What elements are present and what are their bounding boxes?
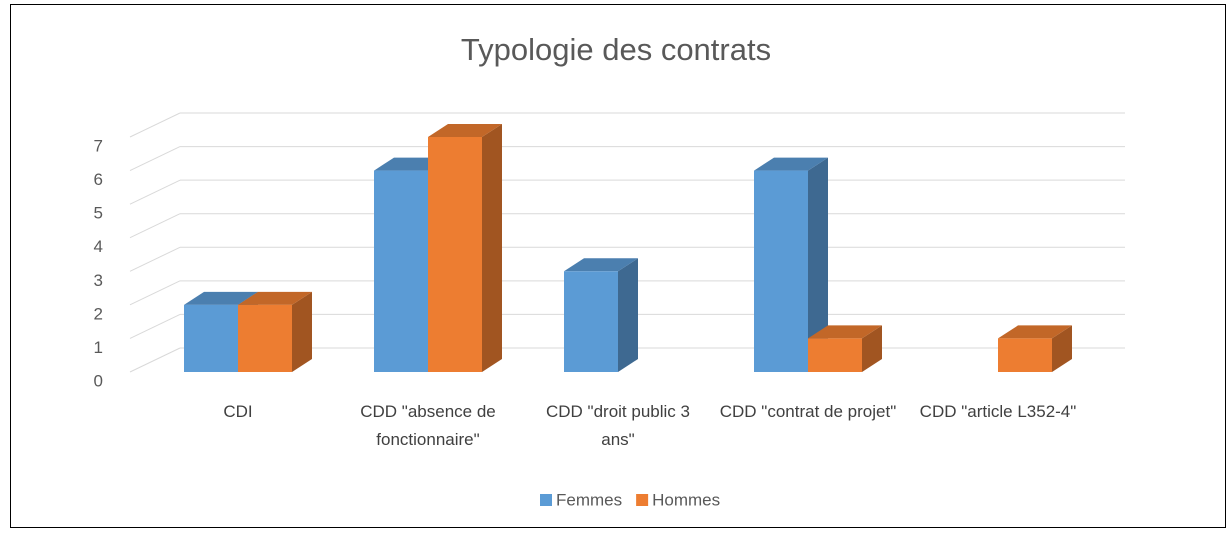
- chart-frame: [10, 4, 1226, 528]
- grid-line: [129, 213, 181, 239]
- grid-line: [129, 146, 181, 172]
- x-tick-label: CDD "contrat de projet": [719, 402, 897, 421]
- bar-side: [1052, 325, 1072, 372]
- bar-side: [862, 325, 882, 372]
- bar-front: [184, 304, 238, 372]
- bar-front: [998, 338, 1052, 372]
- grid-line: [129, 179, 181, 205]
- legend-label: Hommes: [652, 490, 720, 509]
- grid-line: [129, 313, 181, 339]
- bar: [754, 157, 828, 372]
- bar-front: [374, 170, 428, 372]
- legend-swatch: [636, 494, 649, 506]
- y-tick-label: 4: [94, 237, 103, 256]
- y-tick-label: 5: [94, 204, 103, 223]
- bar: [238, 291, 312, 372]
- y-tick-label: 3: [94, 271, 103, 290]
- bar: [564, 258, 638, 372]
- bar-top: [808, 325, 882, 339]
- bar-side: [618, 258, 638, 372]
- bar-top: [998, 325, 1072, 339]
- bar-top: [428, 124, 502, 137]
- bar: [808, 325, 882, 372]
- bar-top: [754, 157, 828, 171]
- bar-front: [808, 338, 862, 372]
- bar-top: [564, 258, 638, 272]
- bar-front: [754, 170, 808, 372]
- grid-line: [129, 246, 181, 272]
- bar: [998, 325, 1072, 372]
- bar-top: [184, 291, 258, 305]
- legend-label: Femmes: [556, 490, 622, 509]
- y-tick-label: 6: [94, 170, 103, 189]
- legend-swatch: [540, 494, 552, 506]
- y-tick-label: 1: [94, 338, 103, 357]
- grid-line: [129, 280, 181, 306]
- bar-side: [482, 124, 502, 372]
- grid-line: [129, 347, 181, 373]
- bar-front: [564, 271, 618, 372]
- bar-side: [292, 291, 312, 372]
- bar-front: [238, 304, 292, 372]
- x-tick-label: CDI: [223, 402, 253, 421]
- x-tick-label: CDD "article L352-4": [919, 402, 1077, 421]
- y-tick-label: 7: [94, 136, 103, 155]
- bar-front: [428, 137, 482, 372]
- x-tick-label: CDD "absence de fonctionnaire": [360, 402, 496, 449]
- chart-title: Typologie des contrats: [461, 32, 771, 67]
- y-tick-label: 2: [94, 304, 103, 323]
- bar-side: [808, 157, 828, 372]
- y-tick-label: 0: [94, 371, 103, 390]
- bar: [428, 124, 502, 372]
- bar-top: [238, 291, 312, 305]
- grid-line: [129, 112, 181, 138]
- x-tick-label: CDD "droit public 3 ans": [546, 402, 690, 449]
